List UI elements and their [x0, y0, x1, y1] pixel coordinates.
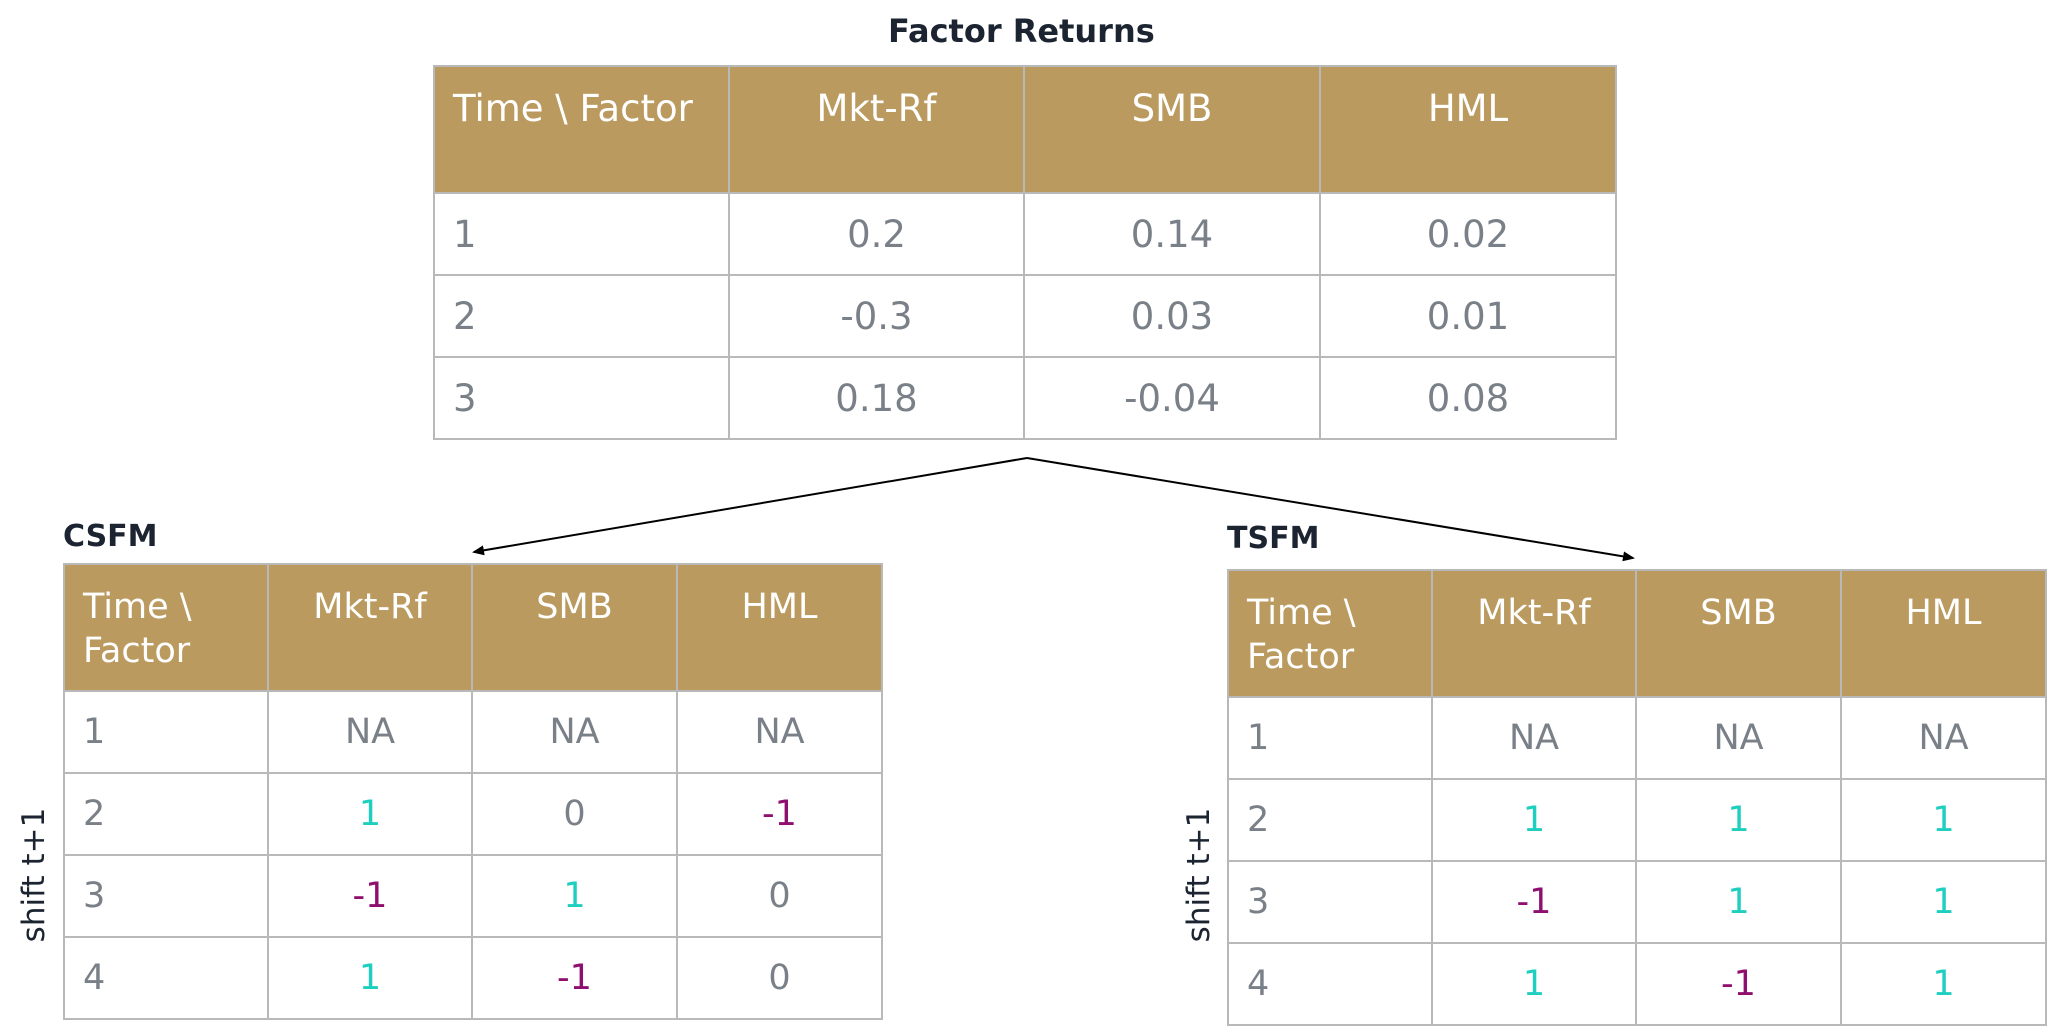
row-time-cell: 3: [63, 854, 269, 938]
value-cell: 0.2: [728, 192, 1025, 276]
table-row: 3 -1 1 1: [1227, 860, 2047, 944]
table-row: 4 1 -1 0: [63, 936, 883, 1020]
col-header-time-factor: Time \ Factor: [63, 563, 269, 692]
signal-cell: NA: [471, 690, 678, 774]
tsfm-side-label: shift t+1: [1181, 807, 1217, 943]
csfm-table: Time \ Factor Mkt-Rf SMB HML 1 NA NA NA …: [63, 563, 883, 1020]
col-header-smb: SMB: [1023, 65, 1321, 194]
table-row: 1 NA NA NA: [63, 690, 883, 774]
row-time-cell: 3: [433, 356, 730, 440]
value-cell: 0.02: [1319, 192, 1617, 276]
table-row: 4 1 -1 1: [1227, 942, 2047, 1026]
col-header-smb: SMB: [1635, 569, 1842, 698]
col-header-hml: HML: [1840, 569, 2047, 698]
row-time-cell: 4: [1227, 942, 1433, 1026]
signal-cell: -1: [267, 854, 473, 938]
signal-cell: -1: [676, 772, 883, 856]
signal-cell: 0: [676, 936, 883, 1020]
value-cell: 0.14: [1023, 192, 1321, 276]
signal-cell: 0: [471, 772, 678, 856]
table-row: 2 1 1 1: [1227, 778, 2047, 862]
arrow-to-tsfm: [1026, 457, 1635, 562]
signal-cell: 1: [1840, 778, 2047, 862]
col-header-time-factor: Time \ Factor: [1227, 569, 1433, 698]
table-row: 3 0.18 -0.04 0.08: [433, 356, 1617, 440]
signal-cell: NA: [1840, 696, 2047, 780]
row-time-cell: 1: [63, 690, 269, 774]
signal-cell: -1: [1635, 942, 1842, 1026]
value-cell: -0.04: [1023, 356, 1321, 440]
signal-cell: 1: [471, 854, 678, 938]
row-time-cell: 1: [1227, 696, 1433, 780]
table-row: 2 -0.3 0.03 0.01: [433, 274, 1617, 358]
table-header-row: Time \ Factor Mkt-Rf SMB HML: [63, 563, 883, 692]
signal-cell: 1: [267, 772, 473, 856]
col-header-hml: HML: [1319, 65, 1617, 194]
row-time-cell: 2: [1227, 778, 1433, 862]
row-time-cell: 1: [433, 192, 730, 276]
row-time-cell: 2: [433, 274, 730, 358]
row-time-cell: 4: [63, 936, 269, 1020]
col-header-time-factor: Time \ Factor: [433, 65, 730, 194]
col-header-mkt-rf: Mkt-Rf: [1431, 569, 1637, 698]
signal-cell: NA: [1635, 696, 1842, 780]
table-header-row: Time \ Factor Mkt-Rf SMB HML: [1227, 569, 2047, 698]
signal-cell: 1: [1635, 860, 1842, 944]
arrow-to-csfm: [472, 457, 1028, 556]
signal-cell: 1: [1431, 778, 1637, 862]
signal-cell: -1: [471, 936, 678, 1020]
signal-cell: 1: [267, 936, 473, 1020]
table-row: 1 0.2 0.14 0.02: [433, 192, 1617, 276]
table-header-row: Time \ Factor Mkt-Rf SMB HML: [433, 65, 1617, 194]
signal-cell: 1: [1840, 942, 2047, 1026]
signal-cell: 1: [1431, 942, 1637, 1026]
factor-returns-title: Factor Returns: [888, 12, 1155, 50]
row-time-cell: 3: [1227, 860, 1433, 944]
value-cell: 0.08: [1319, 356, 1617, 440]
table-row: 3 -1 1 0: [63, 854, 883, 938]
signal-cell: -1: [1431, 860, 1637, 944]
signal-cell: 0: [676, 854, 883, 938]
col-header-smb: SMB: [471, 563, 678, 692]
factor-returns-table: Time \ Factor Mkt-Rf SMB HML 1 0.2 0.14 …: [433, 65, 1617, 440]
value-cell: -0.3: [728, 274, 1025, 358]
table-row: 2 1 0 -1: [63, 772, 883, 856]
tsfm-table: Time \ Factor Mkt-Rf SMB HML 1 NA NA NA …: [1227, 569, 2047, 1026]
table-row: 1 NA NA NA: [1227, 696, 2047, 780]
row-time-cell: 2: [63, 772, 269, 856]
signal-cell: NA: [1431, 696, 1637, 780]
value-cell: 0.03: [1023, 274, 1321, 358]
col-header-mkt-rf: Mkt-Rf: [267, 563, 473, 692]
col-header-mkt-rf: Mkt-Rf: [728, 65, 1025, 194]
tsfm-title: TSFM: [1227, 521, 1320, 556]
csfm-title: CSFM: [63, 519, 158, 554]
value-cell: 0.01: [1319, 274, 1617, 358]
signal-cell: 1: [1635, 778, 1842, 862]
signal-cell: 1: [1840, 860, 2047, 944]
signal-cell: NA: [267, 690, 473, 774]
csfm-side-label: shift t+1: [16, 807, 52, 943]
col-header-hml: HML: [676, 563, 883, 692]
value-cell: 0.18: [728, 356, 1025, 440]
signal-cell: NA: [676, 690, 883, 774]
